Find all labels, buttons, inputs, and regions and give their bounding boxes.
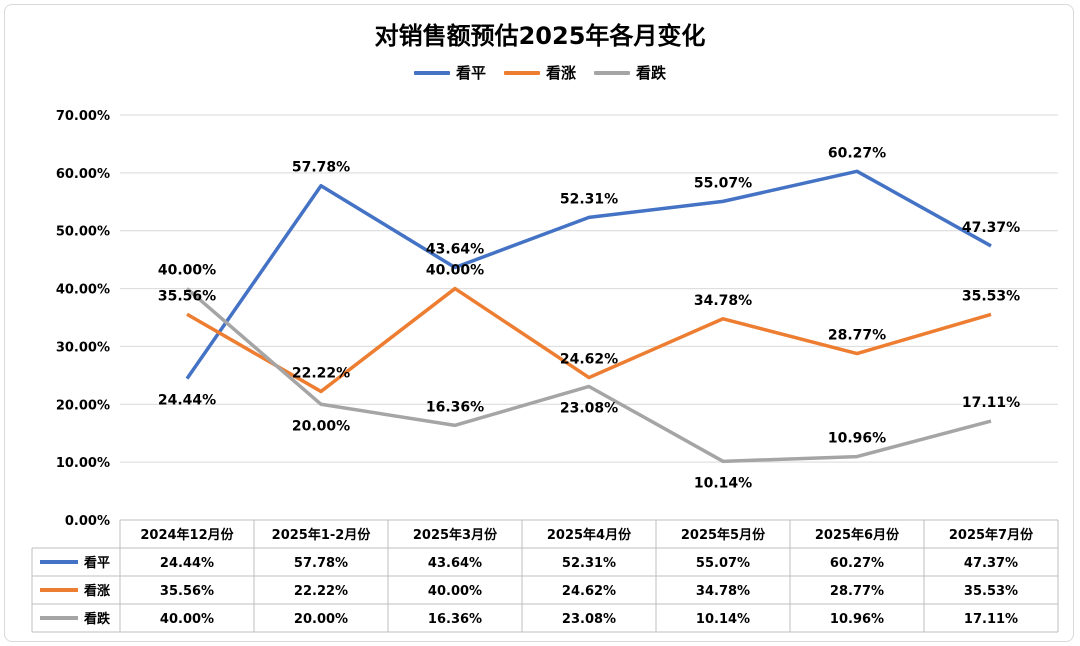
table-cell: 40.00% bbox=[428, 584, 482, 599]
data-label: 22.22% bbox=[292, 365, 350, 381]
data-label: 60.27% bbox=[828, 145, 886, 161]
data-label: 40.00% bbox=[426, 263, 484, 279]
table-cell: 52.31% bbox=[562, 556, 616, 571]
series-line bbox=[185, 169, 992, 380]
data-label: 17.11% bbox=[962, 395, 1020, 411]
data-label: 34.78% bbox=[694, 293, 752, 309]
data-label: 10.14% bbox=[694, 475, 752, 491]
legend-swatch-down bbox=[594, 70, 630, 75]
table-cell: 24.44% bbox=[160, 556, 214, 571]
chart-frame bbox=[4, 4, 1074, 642]
table-cell: 35.56% bbox=[160, 584, 214, 599]
data-label: 52.31% bbox=[560, 191, 618, 207]
series-line bbox=[185, 287, 992, 464]
y-tick-label: 40.00% bbox=[56, 283, 110, 298]
chart-title: 对销售额预估2025年各月变化 bbox=[374, 22, 706, 50]
y-tick-label: 10.00% bbox=[56, 456, 110, 471]
x-category-label: 2025年1-2月份 bbox=[272, 527, 372, 543]
data-label: 24.44% bbox=[158, 393, 216, 409]
x-category-label: 2025年7月份 bbox=[949, 527, 1034, 543]
legend-swatch-flat bbox=[413, 70, 450, 75]
table-row-label: 看平 bbox=[84, 555, 110, 571]
y-tick-label: 60.00% bbox=[56, 167, 110, 182]
y-tick-label: 30.00% bbox=[56, 340, 110, 355]
table-cell: 60.27% bbox=[830, 556, 884, 571]
table-cell: 40.00% bbox=[160, 612, 214, 627]
data-label: 23.08% bbox=[560, 400, 618, 416]
y-tick-label: 0.00% bbox=[65, 514, 110, 529]
x-category-label: 2025年3月份 bbox=[413, 527, 498, 543]
table-row-label: 看涨 bbox=[84, 583, 110, 599]
legend-item-up: 看涨 bbox=[503, 62, 576, 83]
x-category-label: 2025年6月份 bbox=[815, 527, 900, 543]
data-label: 43.64% bbox=[426, 242, 484, 258]
table-cell: 43.64% bbox=[428, 556, 482, 571]
data-label: 57.78% bbox=[292, 160, 350, 176]
table-row-label: 看跌 bbox=[84, 611, 111, 627]
data-label: 10.96% bbox=[828, 431, 886, 447]
table-cell: 10.96% bbox=[830, 612, 884, 627]
legend-item-down: 看跌 bbox=[594, 62, 666, 83]
data-label: 28.77% bbox=[828, 328, 886, 344]
table-cell: 24.62% bbox=[562, 584, 616, 599]
table-cell: 20.00% bbox=[294, 612, 348, 627]
data-label: 47.37% bbox=[962, 220, 1020, 236]
table-cell: 17.11% bbox=[964, 612, 1018, 627]
data-label: 35.56% bbox=[158, 288, 216, 304]
y-tick-label: 50.00% bbox=[56, 225, 110, 240]
table-cell: 55.07% bbox=[696, 556, 750, 571]
table-cell: 47.37% bbox=[964, 556, 1018, 571]
legend-label-down: 看跌 bbox=[636, 64, 667, 82]
data-label: 35.53% bbox=[962, 288, 1020, 304]
table-cell: 57.78% bbox=[294, 556, 348, 571]
x-category-label: 2024年12月份 bbox=[140, 527, 234, 543]
series-line bbox=[186, 286, 992, 394]
legend: 看平 看涨 看跌 bbox=[0, 62, 1080, 83]
x-category-label: 2025年5月份 bbox=[681, 527, 766, 543]
legend-item-flat: 看平 bbox=[413, 62, 486, 83]
table-cell: 28.77% bbox=[830, 584, 884, 599]
x-category-label: 2025年4月份 bbox=[547, 527, 632, 543]
table-cell: 23.08% bbox=[562, 612, 616, 627]
table-cell: 35.53% bbox=[964, 584, 1018, 599]
y-tick-label: 70.00% bbox=[56, 109, 110, 124]
legend-label-up: 看涨 bbox=[545, 64, 576, 82]
y-tick-label: 20.00% bbox=[56, 398, 110, 413]
data-label: 55.07% bbox=[694, 175, 752, 191]
table-cell: 22.22% bbox=[294, 584, 348, 599]
legend-swatch-up bbox=[503, 70, 540, 75]
table-cell: 10.14% bbox=[696, 612, 750, 627]
data-label: 24.62% bbox=[560, 352, 618, 368]
data-label: 40.00% bbox=[158, 263, 216, 279]
table-cell: 34.78% bbox=[696, 584, 750, 599]
table-cell: 16.36% bbox=[428, 612, 482, 627]
data-label: 20.00% bbox=[292, 418, 350, 434]
legend-label-flat: 看平 bbox=[455, 64, 486, 82]
data-label: 16.36% bbox=[426, 399, 484, 415]
